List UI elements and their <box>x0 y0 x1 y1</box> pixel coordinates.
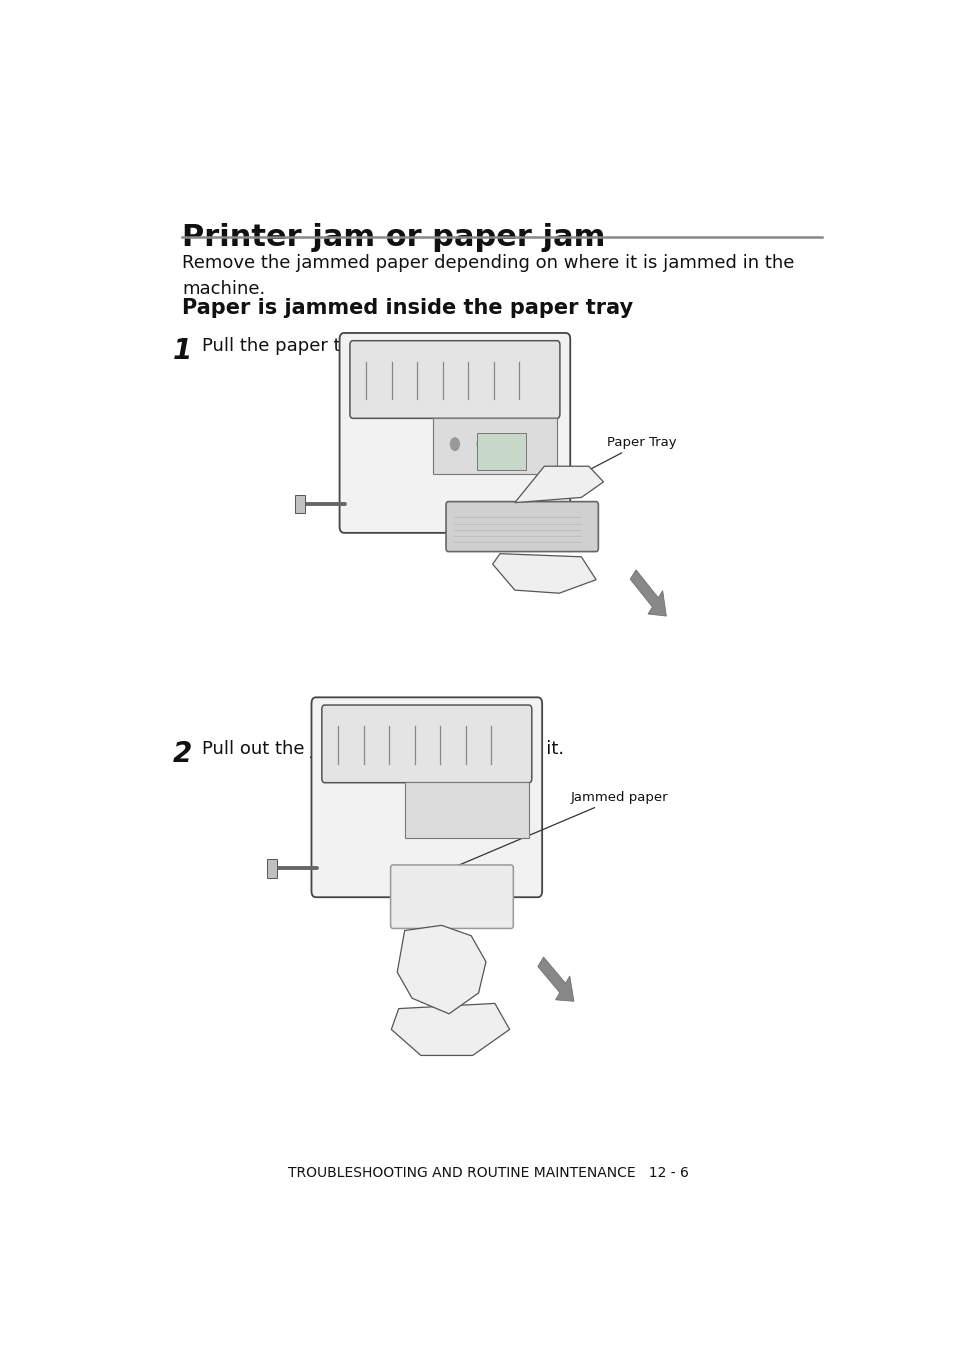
Circle shape <box>503 438 512 450</box>
FancyArrow shape <box>537 957 574 1002</box>
Text: Remove the jammed paper depending on where it is jammed in the
machine.: Remove the jammed paper depending on whe… <box>182 254 794 299</box>
Text: Pull the paper tray out of the machine.: Pull the paper tray out of the machine. <box>202 337 552 356</box>
Bar <box>476 433 525 470</box>
Bar <box>433 418 557 475</box>
FancyBboxPatch shape <box>321 704 531 783</box>
Text: Paper Tray: Paper Tray <box>524 435 676 503</box>
FancyBboxPatch shape <box>339 333 570 533</box>
Text: Jammed paper: Jammed paper <box>454 791 667 867</box>
Text: Printer jam or paper jam: Printer jam or paper jam <box>182 223 605 251</box>
FancyArrow shape <box>630 569 666 617</box>
Polygon shape <box>492 554 596 594</box>
Bar <box>267 859 276 877</box>
FancyBboxPatch shape <box>390 865 513 929</box>
Text: 1: 1 <box>173 337 193 365</box>
FancyBboxPatch shape <box>311 698 541 898</box>
Polygon shape <box>396 925 485 1014</box>
Polygon shape <box>391 1003 509 1056</box>
Polygon shape <box>515 466 603 503</box>
FancyBboxPatch shape <box>446 502 598 552</box>
Circle shape <box>476 438 485 450</box>
Text: 2: 2 <box>173 740 193 768</box>
Circle shape <box>450 438 459 450</box>
Bar <box>404 783 528 838</box>
Bar <box>294 495 305 514</box>
Text: TROUBLESHOOTING AND ROUTINE MAINTENANCE   12 - 6: TROUBLESHOOTING AND ROUTINE MAINTENANCE … <box>288 1167 689 1180</box>
Text: Paper is jammed inside the paper tray: Paper is jammed inside the paper tray <box>182 297 633 318</box>
Text: Pull out the jammed paper to remove it.: Pull out the jammed paper to remove it. <box>202 740 563 758</box>
FancyBboxPatch shape <box>350 341 559 418</box>
